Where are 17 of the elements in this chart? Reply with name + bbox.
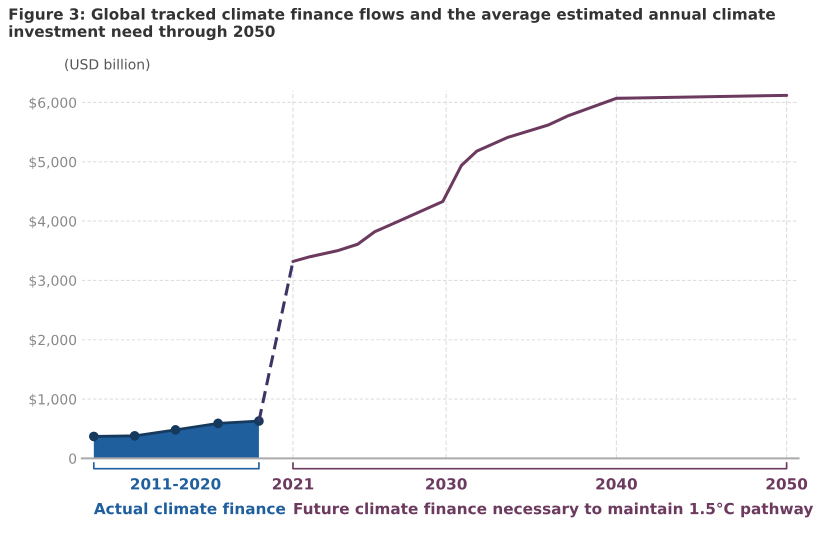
y-tick-label: $3,000 <box>30 275 76 288</box>
chart-title: Figure 3: Global tracked climate finance flows and the average estimated annual climate investment need through 2050 <box>9 8 775 40</box>
y-axis-title: (USD billion) <box>65 58 150 72</box>
x-tick-label: 2040 <box>596 478 637 490</box>
y-tick-label: $1,000 <box>30 394 76 406</box>
x-tick-label: 2050 <box>766 478 808 490</box>
x-tick-label: 2030 <box>426 478 467 490</box>
y-tick-label: $2,000 <box>30 334 76 348</box>
text: Future climate finance necessary to maintain 1.5°C pathway <box>294 502 814 518</box>
y-tick-label: $6,000 <box>30 97 76 110</box>
line-series <box>291 94 788 263</box>
x-tick-label: 2021 <box>272 478 314 490</box>
x-tick-label: 2011-2020 <box>131 478 220 490</box>
y-tick-label: $5,000 <box>30 156 76 170</box>
text: Actual climate finance <box>94 502 286 514</box>
y-tick-label: $4,000 <box>30 216 76 228</box>
y-tick-label: 0 <box>69 453 76 464</box>
